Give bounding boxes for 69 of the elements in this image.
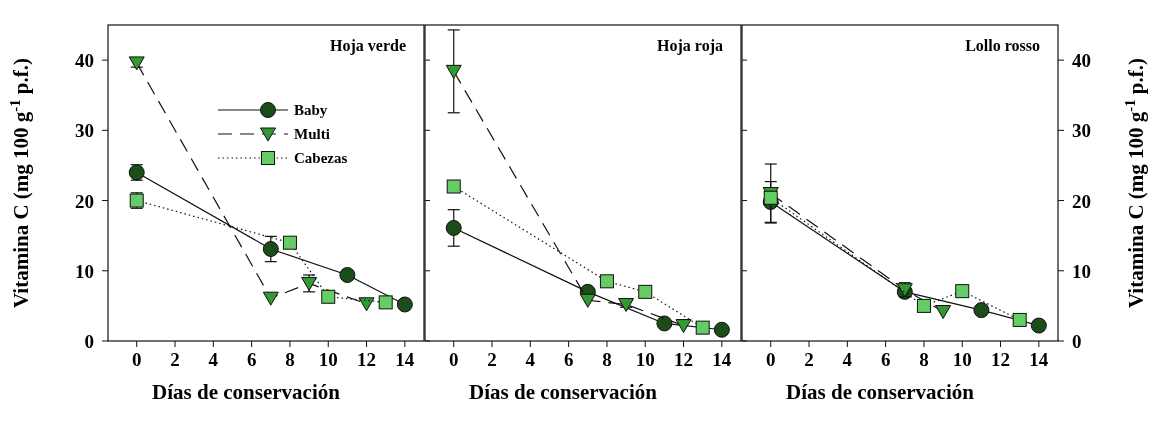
point (378, 295, 393, 310)
point (618, 297, 635, 312)
x-tick-label: 10 (952, 349, 972, 370)
point (339, 266, 356, 283)
x-tick-label: 6 (880, 349, 891, 370)
x-tick-label: 0 (448, 349, 459, 370)
point (445, 64, 462, 79)
x-tick-label: 10 (318, 349, 338, 370)
point (358, 297, 375, 312)
x-tick-label: 14 (1029, 349, 1049, 370)
text: Lollo rosso (965, 37, 1040, 54)
y2-tick-label: 10 (1072, 260, 1091, 282)
point (1012, 312, 1027, 327)
legend-label: Multi (294, 126, 330, 142)
point (1030, 317, 1047, 334)
x-axis-title: Días de conservación (152, 380, 341, 404)
x-tick-label: 8 (919, 349, 929, 370)
point (282, 235, 297, 250)
x-tick-label: 12 (991, 349, 1011, 370)
point (321, 289, 336, 304)
point (128, 56, 145, 71)
point (396, 296, 413, 313)
y2-tick-label: 30 (1072, 120, 1091, 142)
x-tick-label: 12 (357, 349, 377, 370)
x-axis-title: Días de conservación (469, 380, 658, 404)
x-tick-label: 2 (170, 349, 180, 370)
legend-label: Baby (294, 102, 328, 118)
x-tick-label: 4 (208, 349, 219, 370)
point (262, 291, 279, 306)
x-tick-label: 12 (674, 349, 694, 370)
point (262, 241, 279, 258)
x-tick-label: 0 (131, 349, 142, 370)
point (713, 321, 730, 338)
x-axis-title: Días de conservación (786, 380, 975, 404)
y2-tick-label: 40 (1072, 50, 1091, 72)
y2-tick-label: 20 (1072, 190, 1091, 212)
x-tick-label: 14 (395, 349, 415, 370)
point (955, 284, 970, 299)
text: Hoja verde (330, 37, 406, 55)
point (973, 302, 990, 319)
y-tick-label: 0 (84, 331, 94, 352)
point (695, 320, 710, 335)
text: Hoja roja (657, 37, 723, 55)
x-tick-label: 0 (765, 349, 776, 370)
legend-label: Cabezas (294, 150, 348, 166)
y-tick-label: 30 (75, 120, 94, 142)
x-tick-label: 2 (487, 349, 497, 370)
x-tick-label: 2 (804, 349, 814, 370)
x-tick-label: 8 (285, 349, 295, 370)
y-tick-label: 20 (75, 190, 94, 212)
x-tick-label: 4 (525, 349, 536, 370)
x-tick-label: 8 (602, 349, 612, 370)
x-tick-label: 4 (842, 349, 853, 370)
x-tick-label: 6 (563, 349, 574, 370)
x-tick-label: 14 (712, 349, 732, 370)
point (935, 305, 952, 320)
point (445, 219, 462, 236)
x-tick-label: 10 (635, 349, 655, 370)
point (579, 293, 596, 308)
point (599, 274, 614, 289)
point (638, 284, 653, 299)
point (446, 179, 461, 194)
point (675, 319, 692, 334)
y-tick-label: 40 (75, 50, 94, 72)
point (916, 298, 931, 313)
point (656, 315, 673, 332)
x-tick-label: 6 (246, 349, 257, 370)
y2-tick-label: 0 (1072, 331, 1082, 352)
y-tick-label: 10 (75, 260, 94, 282)
